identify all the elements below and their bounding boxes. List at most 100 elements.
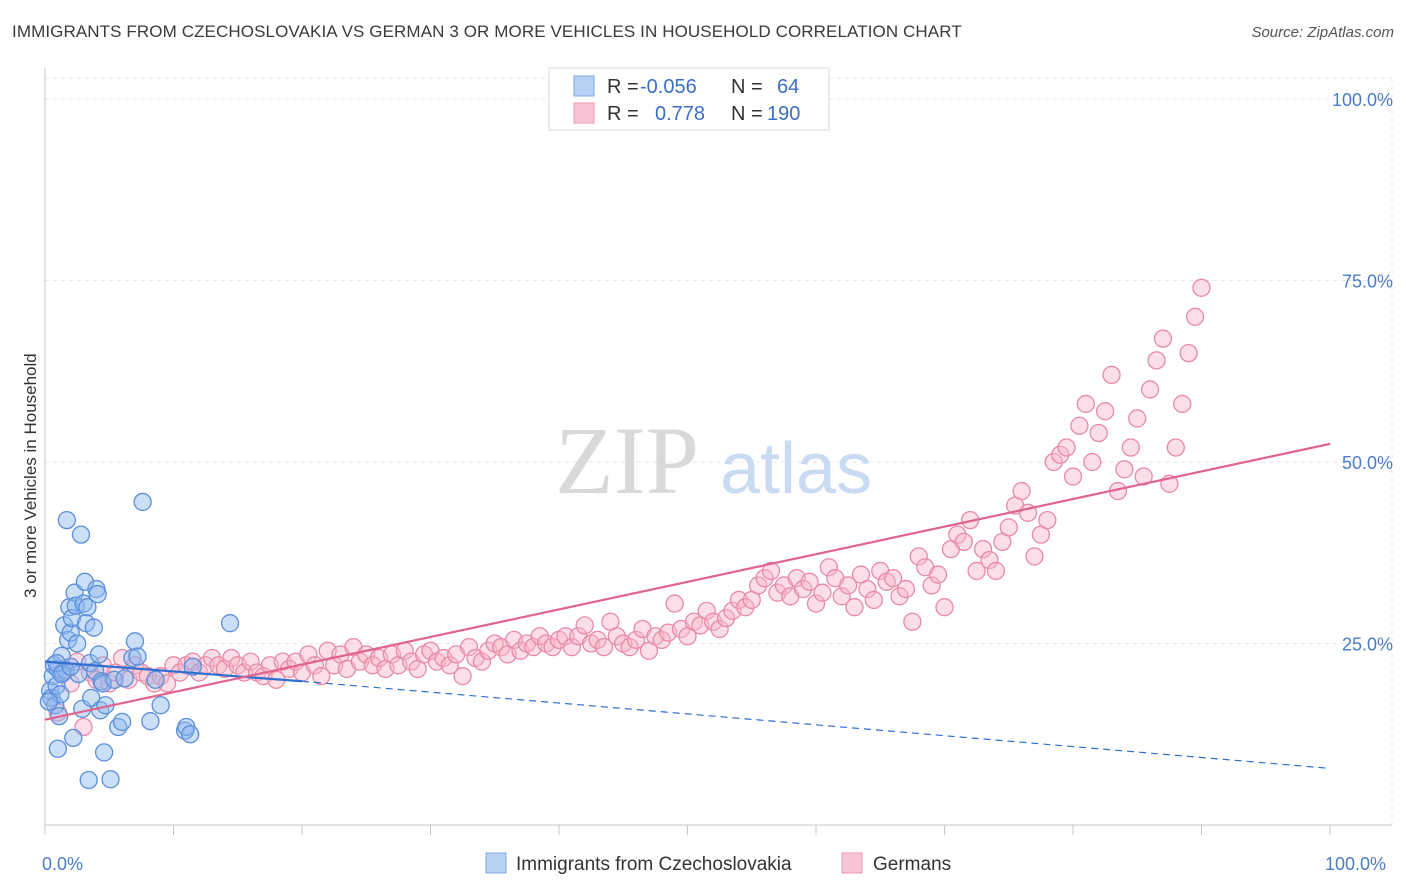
german-point-88 bbox=[607, 627, 626, 646]
source-label: Source: ZipAtlas.com bbox=[1251, 24, 1394, 41]
czech-point-59 bbox=[220, 614, 240, 633]
german-point-138 bbox=[928, 565, 948, 584]
german-point-65 bbox=[459, 637, 479, 657]
german-point-97 bbox=[665, 594, 684, 613]
german-point-31 bbox=[241, 652, 260, 671]
german-point-127 bbox=[858, 579, 877, 599]
german-point-104 bbox=[710, 619, 729, 639]
german-point-159 bbox=[1063, 467, 1083, 486]
german-point-80 bbox=[556, 627, 575, 646]
czech-point-52 bbox=[141, 712, 160, 731]
chart-title: IMMIGRANTS FROM CZECHOSLOVAKIA VS GERMAN… bbox=[12, 22, 962, 41]
german-point-170 bbox=[1134, 467, 1153, 486]
german-point-167 bbox=[1115, 460, 1134, 479]
german-point-118 bbox=[800, 572, 819, 591]
german-point-142 bbox=[954, 532, 973, 552]
german-point-102 bbox=[697, 601, 716, 620]
legend-r-label-czech: R = bbox=[607, 76, 639, 98]
german-point-153 bbox=[1025, 547, 1044, 566]
czech-point-30 bbox=[79, 770, 98, 790]
german-point-134 bbox=[903, 612, 922, 631]
czech-point-24 bbox=[71, 525, 91, 544]
czech-point-29 bbox=[78, 598, 97, 617]
german-point-175 bbox=[1166, 438, 1185, 457]
czech-point-60 bbox=[39, 692, 59, 711]
czech-trend-line-dashed bbox=[301, 680, 1331, 769]
czech-point-19 bbox=[64, 728, 83, 748]
bottom-legend-swatch-germans bbox=[841, 852, 863, 874]
german-point-131 bbox=[883, 569, 903, 588]
german-point-141 bbox=[948, 525, 967, 544]
german-point-42 bbox=[312, 667, 331, 686]
czech-point-17 bbox=[61, 623, 80, 642]
bottom-legend-label-czech: Immigrants from Czechoslovakia bbox=[516, 854, 792, 875]
german-point-165 bbox=[1102, 365, 1121, 385]
legend-box bbox=[548, 67, 830, 131]
german-point-162 bbox=[1083, 452, 1102, 472]
german-point-67 bbox=[472, 652, 492, 671]
german-point-155 bbox=[1038, 510, 1057, 530]
german-point-173 bbox=[1153, 329, 1173, 348]
german-point-18 bbox=[157, 674, 177, 693]
german-point-169 bbox=[1128, 409, 1147, 428]
german-point-177 bbox=[1179, 343, 1198, 363]
czech-point-36 bbox=[88, 584, 107, 604]
german-point-112 bbox=[761, 561, 781, 581]
y-axis-label: 3 or more Vehicles in Household bbox=[21, 353, 40, 598]
czech-trend-line bbox=[44, 660, 303, 683]
german-point-91 bbox=[626, 630, 646, 650]
czech-point-32 bbox=[82, 688, 101, 708]
german-point-128 bbox=[864, 590, 883, 610]
german-point-107 bbox=[729, 590, 749, 610]
czech-point-50 bbox=[128, 647, 147, 666]
german-point-145 bbox=[973, 539, 993, 559]
german-point-120 bbox=[813, 583, 832, 602]
czech-point-15 bbox=[58, 630, 78, 650]
german-point-171 bbox=[1140, 380, 1160, 399]
german-point-144 bbox=[967, 561, 986, 581]
czech-point-10 bbox=[48, 739, 67, 758]
czech-point-54 bbox=[151, 696, 170, 715]
german-point-111 bbox=[755, 569, 774, 588]
czech-point-14 bbox=[57, 510, 76, 530]
legend-n-value-germans: 190 bbox=[767, 103, 800, 125]
german-point-25 bbox=[202, 648, 222, 668]
czech-point-37 bbox=[89, 645, 109, 664]
german-point-83 bbox=[575, 616, 594, 635]
legend-r-label-germans: R = bbox=[607, 103, 639, 125]
czech-point-49 bbox=[125, 632, 145, 651]
legend-n-label-czech: N = bbox=[731, 76, 763, 98]
trend-lines bbox=[44, 442, 1331, 769]
y-tick-label-1: 50.0% bbox=[1342, 453, 1393, 473]
bottom-legend: Immigrants from Czechoslovakia Germans bbox=[485, 852, 951, 875]
german-point-119 bbox=[806, 594, 826, 613]
x-tick-label-max: 100.0% bbox=[1325, 854, 1386, 874]
y-tick-labels: 25.0% 50.0% 75.0% 100.0% bbox=[1332, 90, 1393, 654]
german-point-85 bbox=[588, 630, 607, 650]
y-tick-label-3: 100.0% bbox=[1332, 90, 1393, 110]
czech-point-63 bbox=[61, 657, 80, 676]
bottom-legend-swatch-czech bbox=[485, 852, 507, 874]
german-point-158 bbox=[1057, 438, 1076, 457]
german-point-157 bbox=[1051, 445, 1070, 464]
german-point-90 bbox=[620, 637, 639, 657]
y-tick-label-2: 75.0% bbox=[1342, 272, 1393, 292]
axes bbox=[44, 68, 1392, 835]
german-point-146 bbox=[980, 550, 999, 570]
german-point-123 bbox=[832, 587, 851, 606]
german-point-81 bbox=[562, 637, 581, 657]
watermark-atlas: atlas bbox=[720, 429, 872, 509]
german-point-105 bbox=[716, 608, 736, 628]
legend-swatch-germans bbox=[573, 102, 595, 124]
legend-r-value-germans: 0.778 bbox=[655, 103, 705, 125]
german-point-135 bbox=[909, 547, 928, 566]
y-tick-label-0: 25.0% bbox=[1342, 635, 1393, 655]
legend-swatch-czech bbox=[573, 75, 595, 97]
german-point-164 bbox=[1095, 402, 1115, 421]
german-point-132 bbox=[890, 587, 909, 606]
czech-point-43 bbox=[101, 770, 120, 789]
german-point-160 bbox=[1070, 416, 1089, 435]
czech-point-33 bbox=[84, 618, 103, 637]
watermark-zip: ZIP bbox=[555, 407, 699, 514]
